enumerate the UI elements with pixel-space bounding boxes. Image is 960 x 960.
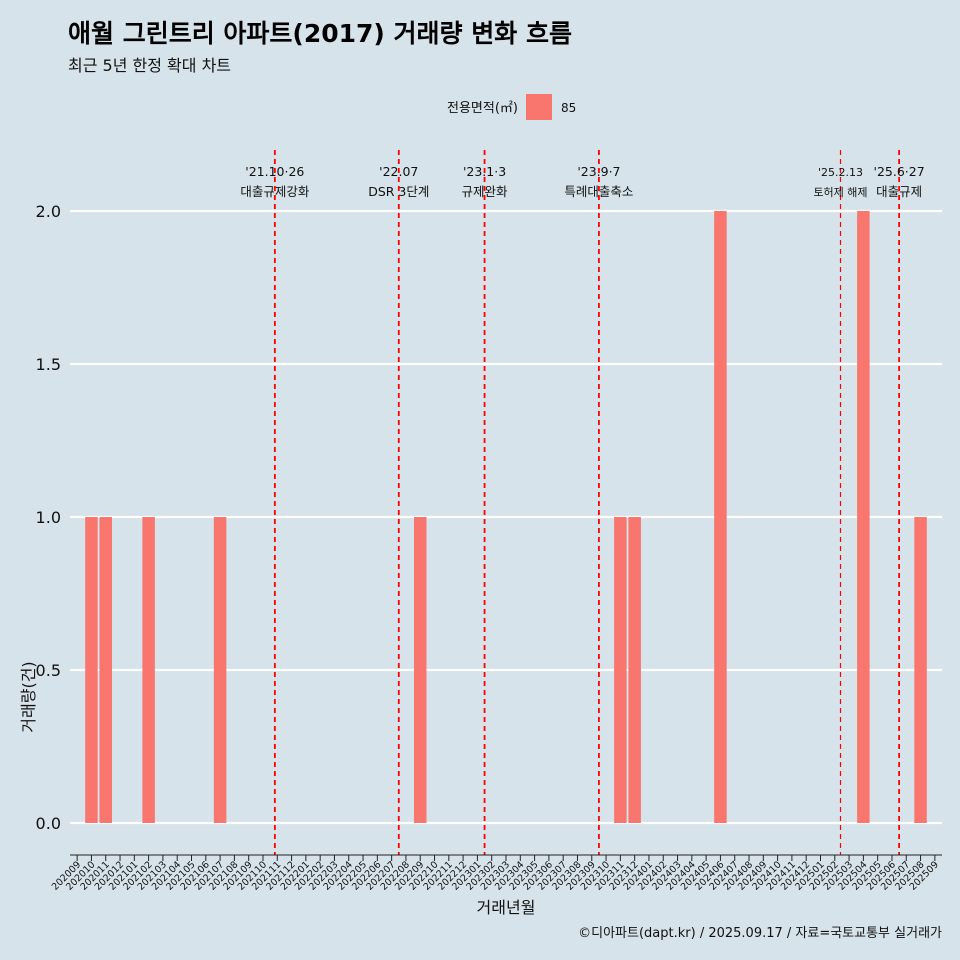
bar bbox=[714, 211, 727, 823]
bar bbox=[413, 517, 427, 823]
bar bbox=[213, 517, 227, 823]
event-date-label: '23.9·7 bbox=[577, 164, 620, 179]
bar bbox=[142, 517, 155, 823]
y-tick-label: 2.0 bbox=[36, 202, 61, 221]
event-date-label: '22.07 bbox=[379, 164, 418, 179]
y-tick-label: 0.0 bbox=[36, 814, 61, 833]
bar bbox=[628, 517, 641, 823]
bar bbox=[85, 517, 98, 823]
legend-swatch bbox=[526, 94, 552, 120]
bar bbox=[614, 517, 627, 823]
event-date-label: '25.6·27 bbox=[874, 164, 925, 179]
y-tick-label: 1.0 bbox=[36, 508, 61, 527]
legend-title: 전용면적(㎡) bbox=[447, 101, 518, 116]
y-tick-label: 1.5 bbox=[36, 355, 61, 374]
legend-label: 85 bbox=[561, 101, 576, 115]
event-name-label: 규제완화 bbox=[462, 184, 509, 199]
event-date-label: '21.10·26 bbox=[245, 164, 304, 179]
bar bbox=[99, 517, 112, 823]
x-axis-title: 거래년월 bbox=[477, 898, 536, 917]
y-axis-title: 거래량(건) bbox=[19, 661, 38, 732]
chart-title: 애월 그린트리 아파트(2017) 거래량 변화 흐름 bbox=[68, 19, 572, 48]
bar bbox=[914, 517, 927, 823]
event-name-label: 토허제 해제 bbox=[813, 185, 867, 199]
event-date-label: '25.2.13 bbox=[818, 166, 863, 179]
event-name-label: 대출규제 bbox=[876, 184, 922, 199]
event-name-label: 특례대출축소 bbox=[564, 184, 633, 199]
chart-subtitle: 최근 5년 한정 확대 차트 bbox=[68, 56, 232, 75]
source-caption: ©디아파트(dapt.kr) / 2025.09.17 / 자료=국토교통부 실… bbox=[578, 926, 942, 941]
bar bbox=[857, 211, 870, 823]
event-name-label: 대출규제강화 bbox=[240, 184, 310, 199]
event-date-label: '23.1·3 bbox=[463, 164, 506, 179]
event-name-label: DSR 3단계 bbox=[368, 184, 429, 199]
y-tick-label: 0.5 bbox=[36, 661, 61, 680]
